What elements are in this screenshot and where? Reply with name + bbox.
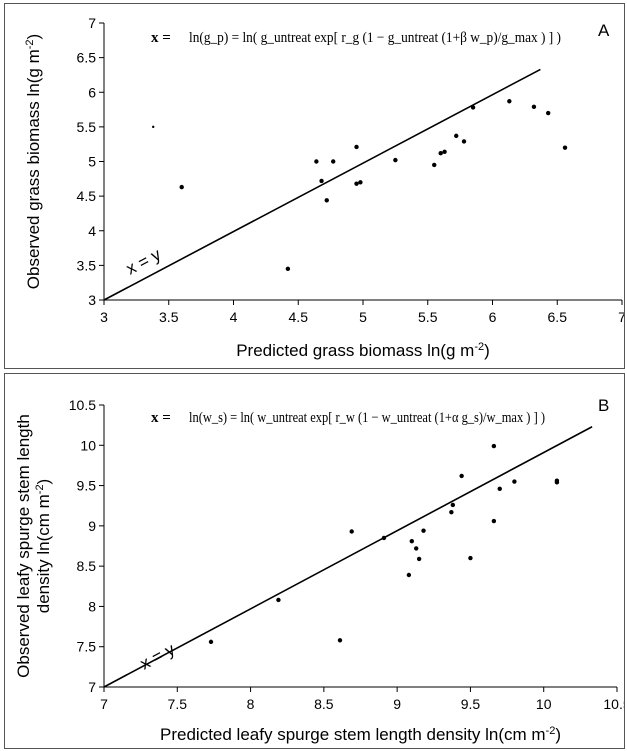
- x-tick-label: 9: [393, 696, 401, 712]
- panel-label: B: [598, 396, 609, 415]
- equation-prefix: x =: [151, 410, 171, 426]
- x-tick-label: 8: [247, 696, 255, 712]
- data-point: [319, 178, 324, 184]
- chart-b: 7 7.5 8 8.5 9 9.5 10 10.5 7 7.5 8 8.5 9 9.5 10 10.5 x = …: [14, 396, 624, 744]
- y-tick-label: 3.5: [77, 257, 97, 273]
- data-point: [497, 486, 502, 491]
- x-tick-label: 6: [489, 309, 497, 325]
- y-tick-label: 3: [88, 292, 96, 308]
- data-point: [512, 479, 517, 484]
- x-tick-label: 10.5: [603, 696, 624, 712]
- data-point: [442, 149, 447, 155]
- data-point: [470, 105, 476, 110]
- reference-line-label: x = y: [137, 639, 178, 673]
- y-tick-label: 8: [88, 598, 96, 614]
- y-axis-label-line2: density ln(cm m-2): [34, 479, 53, 613]
- data-point: [531, 104, 537, 109]
- y-tick-label: 10.5: [69, 397, 96, 413]
- x-tick-label: 3: [100, 309, 108, 325]
- x-tick-label: 8.5: [314, 696, 334, 712]
- x-tick-label: 7: [100, 696, 108, 712]
- data-point: [314, 159, 319, 164]
- data-point: [459, 473, 464, 479]
- x-tick-label: 9.5: [461, 696, 481, 712]
- data-point: [354, 144, 359, 150]
- y-tick-label: 6.5: [77, 50, 97, 66]
- data-point: [449, 509, 454, 515]
- x-tick-label: 7: [618, 309, 624, 325]
- chart-a: 3 3.5 4 4.5 5 5.5 6 6.5 7 3 3.5 4 4.5 5 5.5 6 6.5 7 x = y A…: [24, 15, 624, 360]
- y-tick-label: 10: [80, 437, 96, 453]
- data-point: [491, 518, 497, 524]
- x-tick-label: 3.5: [159, 309, 179, 325]
- y-tick-label: 9.5: [77, 478, 97, 494]
- data-point: [416, 556, 422, 562]
- data-point: [562, 145, 568, 150]
- x-tick-label: 4: [230, 309, 238, 325]
- data-point: [179, 184, 184, 190]
- data-point: [554, 480, 560, 485]
- x-tick-label: 6.5: [548, 309, 568, 325]
- data-point: [276, 597, 281, 603]
- x-tick-label: 4.5: [289, 309, 309, 325]
- y-tick-label: 4.5: [77, 188, 97, 204]
- data-point: [337, 638, 343, 643]
- panel-a: 3 3.5 4 4.5 5 5.5 6 6.5 7 3 3.5 4 4.5 5 5.5 6 6.5 7 x = y A…: [4, 3, 625, 369]
- data-point: [491, 443, 497, 449]
- data-point: [468, 555, 473, 561]
- x-tick-label: 7.5: [168, 696, 188, 712]
- data-point: [545, 110, 551, 116]
- data-point: [432, 162, 437, 168]
- data-point: [285, 266, 291, 272]
- data-point: [354, 181, 359, 186]
- y-tick-label: 5.5: [77, 119, 97, 135]
- data-point: [358, 180, 363, 185]
- y-tick-label: 5: [88, 154, 96, 170]
- y-tick-label: 7.5: [77, 639, 97, 655]
- y-tick-label: 8.5: [77, 558, 97, 574]
- data-point: [349, 529, 354, 534]
- reference-line-label: x = y: [123, 245, 164, 279]
- data-point: [450, 502, 456, 508]
- data-point: [438, 150, 443, 156]
- equation-formula: ln(w_s) = ln( w_untreat exp[ r_w (1 − w_…: [189, 410, 545, 426]
- data-point: [208, 639, 214, 645]
- panel-b: 7 7.5 8 8.5 9 9.5 10 10.5 7 7.5 8 8.5 9 9.5 10 10.5 x = …: [4, 373, 625, 749]
- panel-label: A: [598, 21, 610, 40]
- equation-prefix: x =: [151, 30, 171, 46]
- y-tick-label: 7: [88, 679, 96, 695]
- y-axis-label: Observed grass biomass ln(g m-2): [24, 34, 43, 289]
- data-point: [461, 139, 467, 144]
- y-tick-label: 9: [88, 518, 96, 534]
- data-point: [454, 133, 459, 139]
- x-tick-label: 5: [359, 309, 367, 325]
- data-point: [393, 157, 398, 163]
- x-tick-label: 10: [536, 696, 552, 712]
- x-axis-label: Predicted grass biomass ln(g m-2): [236, 341, 490, 360]
- reference-line-x-equals-y: [103, 68, 541, 301]
- data-point: [507, 99, 512, 104]
- data-point: [409, 538, 414, 544]
- x-axis-label: Predicted leafy spurge stem length densi…: [160, 725, 561, 744]
- data-point: [324, 198, 329, 203]
- data-point: [421, 528, 426, 533]
- data-point: [381, 535, 387, 541]
- data-point: [406, 572, 412, 578]
- y-tick-label: 7: [88, 15, 96, 31]
- reference-line-x-equals-y: [103, 426, 593, 688]
- y-tick-label: 4: [88, 223, 96, 239]
- data-point: [331, 159, 336, 164]
- data-point: [413, 546, 419, 551]
- y-tick-label: 6: [88, 84, 96, 100]
- data-point: [152, 125, 155, 129]
- y-axis-label-line1: Observed leafy spurge stem length: [14, 414, 33, 678]
- equation-formula: ln(g_p) = ln( g_untreat exp[ r_g (1 − g_…: [189, 30, 561, 46]
- x-tick-label: 5.5: [418, 309, 438, 325]
